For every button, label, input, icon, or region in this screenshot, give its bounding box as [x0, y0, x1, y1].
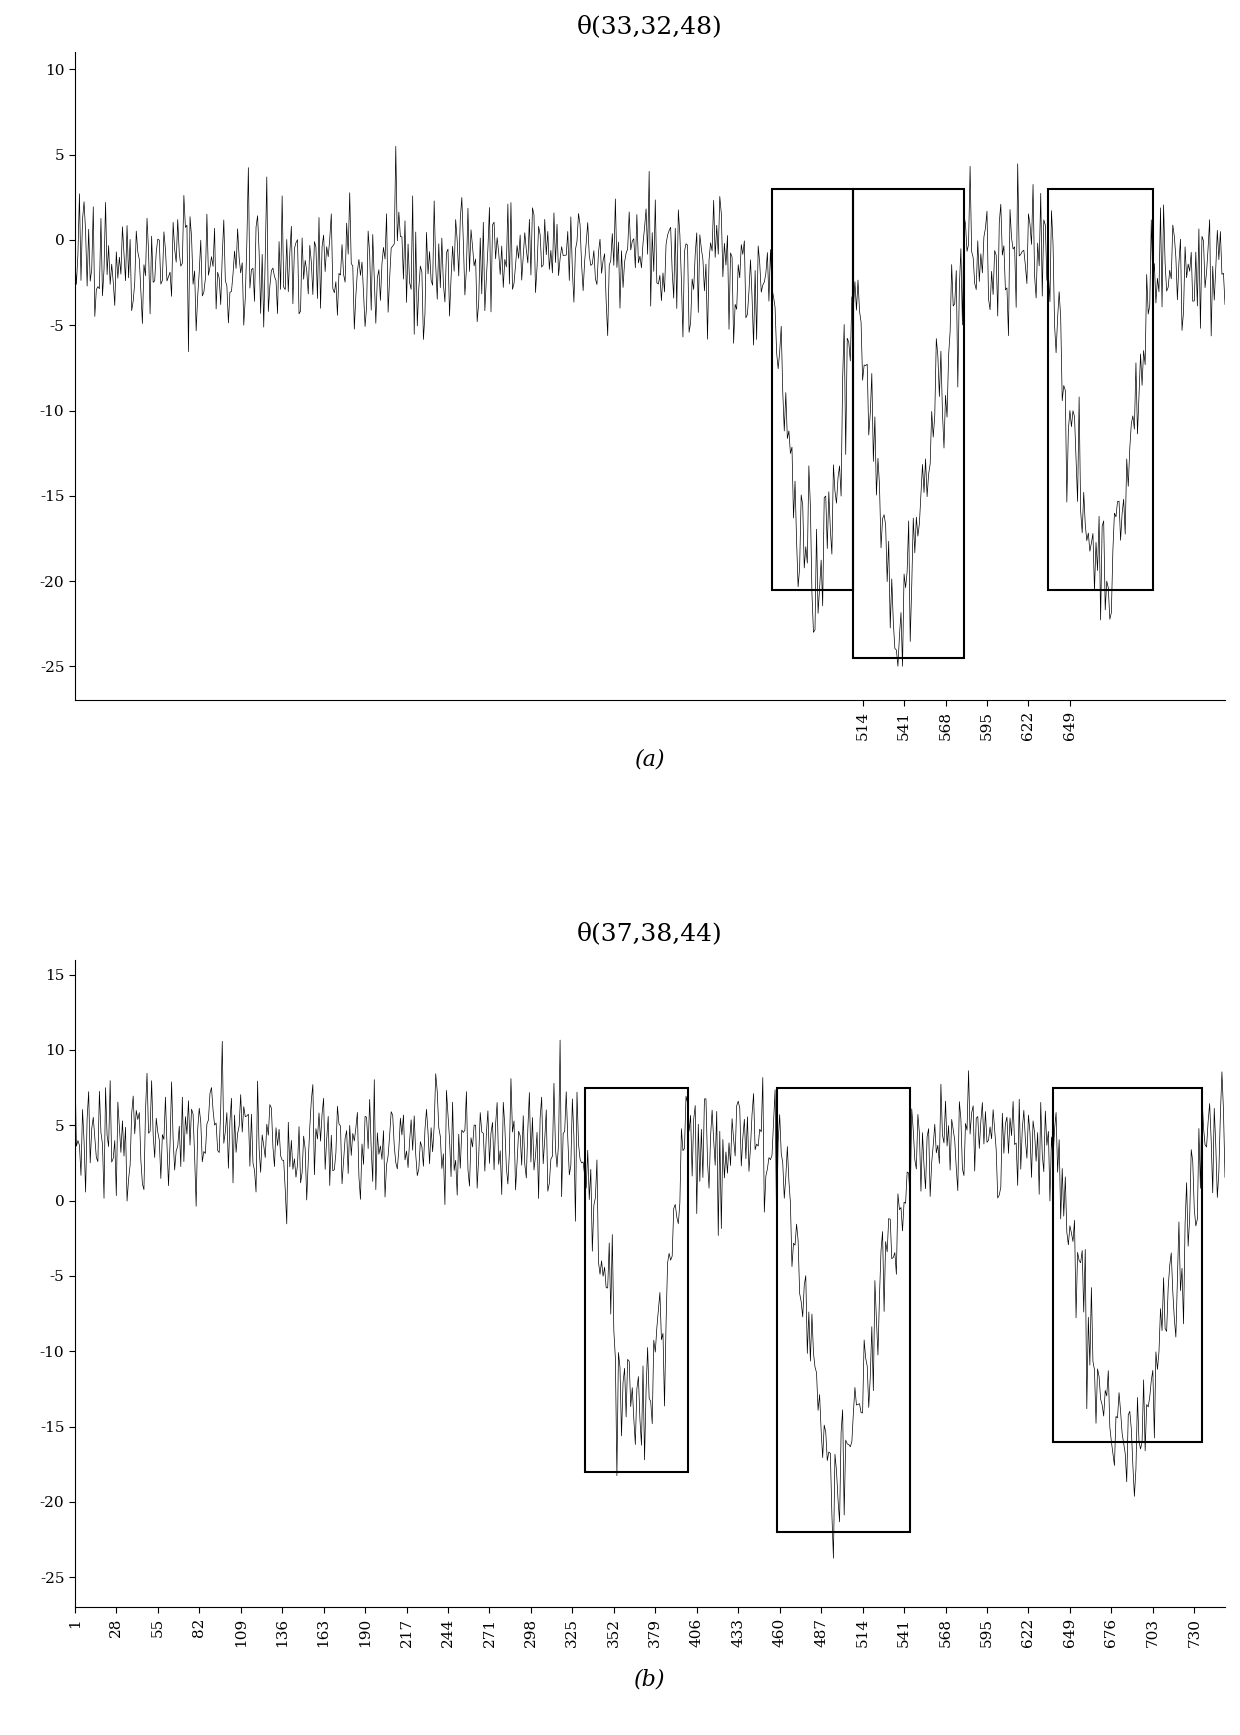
Title: θ(33,32,48): θ(33,32,48) [577, 16, 723, 38]
Bar [584, 1088, 687, 1471]
Bar [1053, 1088, 1202, 1442]
Bar [773, 189, 853, 590]
Title: θ(37,38,44): θ(37,38,44) [577, 921, 723, 946]
Text: (b): (b) [634, 1667, 666, 1690]
Bar [776, 1088, 910, 1532]
Text: (a): (a) [635, 748, 665, 770]
Bar [1048, 189, 1153, 590]
Bar [853, 189, 963, 658]
